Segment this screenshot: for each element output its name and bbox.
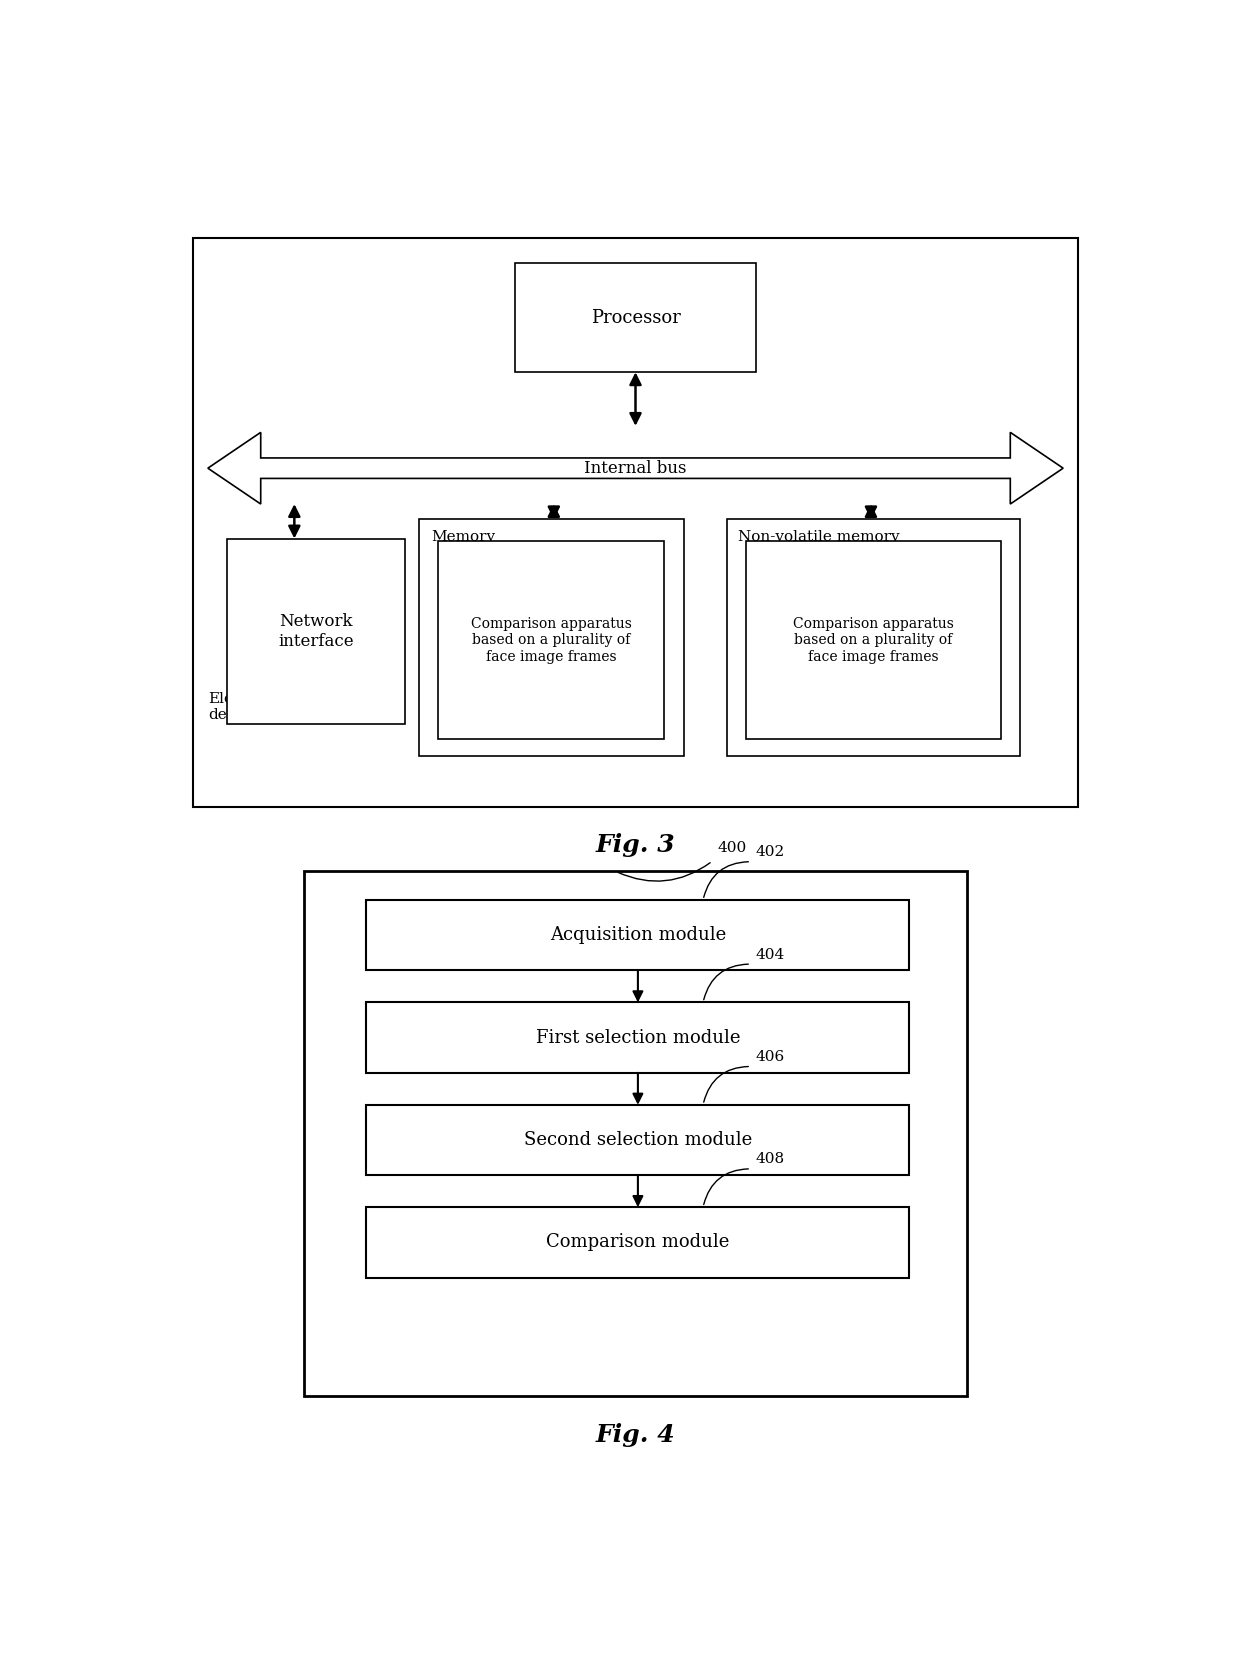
FancyBboxPatch shape xyxy=(367,1207,909,1278)
FancyBboxPatch shape xyxy=(727,519,1019,756)
FancyBboxPatch shape xyxy=(367,901,909,971)
Text: 408: 408 xyxy=(756,1152,785,1167)
Text: Second selection module: Second selection module xyxy=(523,1132,751,1148)
Text: Comparison apparatus
based on a plurality of
face image frames: Comparison apparatus based on a pluralit… xyxy=(792,617,954,663)
Text: Comparison module: Comparison module xyxy=(546,1233,729,1251)
FancyBboxPatch shape xyxy=(419,519,683,756)
Text: First selection module: First selection module xyxy=(536,1029,740,1047)
Text: 402: 402 xyxy=(756,846,785,859)
Text: 400: 400 xyxy=(717,841,746,854)
FancyBboxPatch shape xyxy=(439,542,665,740)
FancyBboxPatch shape xyxy=(367,1105,909,1175)
Polygon shape xyxy=(208,432,1063,504)
FancyBboxPatch shape xyxy=(516,264,755,372)
FancyBboxPatch shape xyxy=(367,1002,909,1074)
Text: Internal bus: Internal bus xyxy=(584,460,687,477)
Text: Electronic
device: Electronic device xyxy=(208,691,288,723)
Text: Processor: Processor xyxy=(590,309,681,327)
Text: Network
interface: Network interface xyxy=(278,613,353,650)
Text: 404: 404 xyxy=(756,947,785,962)
FancyBboxPatch shape xyxy=(746,542,1001,740)
FancyBboxPatch shape xyxy=(193,238,1078,808)
FancyBboxPatch shape xyxy=(227,538,404,725)
FancyBboxPatch shape xyxy=(304,871,967,1396)
Text: Fig. 3: Fig. 3 xyxy=(595,833,676,858)
Text: 406: 406 xyxy=(756,1050,785,1064)
Text: Memory: Memory xyxy=(430,530,495,543)
Text: Non-volatile memory: Non-volatile memory xyxy=(738,530,900,543)
Text: Comparison apparatus
based on a plurality of
face image frames: Comparison apparatus based on a pluralit… xyxy=(471,617,632,663)
Text: Fig. 4: Fig. 4 xyxy=(595,1423,676,1448)
Text: Acquisition module: Acquisition module xyxy=(549,926,727,944)
